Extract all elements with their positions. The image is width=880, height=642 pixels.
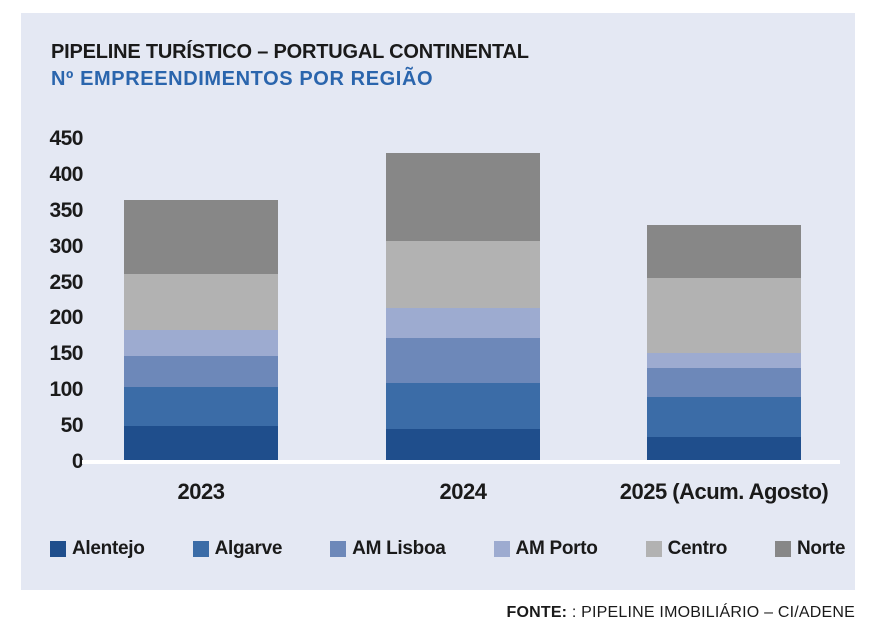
segment-algarve-2023 — [124, 386, 278, 427]
legend-swatch-algarve — [192, 541, 209, 557]
y-tick-150: 150 — [49, 342, 83, 366]
segment-am-lisboa-2023 — [124, 355, 278, 387]
y-tick-50: 50 — [60, 414, 84, 438]
plot-area — [21, 139, 855, 462]
legend-item-alentejo: Alentejo — [50, 538, 145, 560]
source-note: FONTE: : PIPELINE IMOBILIÁRIO – CI/ADENE — [506, 604, 855, 622]
legend-label-alentejo: Alentejo — [72, 538, 145, 559]
legend-item-norte: Norte — [775, 538, 845, 560]
segment-centro-2023 — [124, 273, 278, 330]
segment-am-porto-2024 — [386, 307, 540, 338]
segment-norte-2025-acum-agosto — [647, 225, 801, 278]
y-tick-350: 350 — [49, 198, 83, 222]
legend-item-algarve: Algarve — [192, 538, 283, 560]
legend-label-algarve: Algarve — [214, 538, 283, 559]
y-tick-100: 100 — [49, 378, 83, 402]
segment-centro-2024 — [386, 240, 540, 308]
y-tick-400: 400 — [49, 162, 83, 186]
chart-panel: PIPELINE TURÍSTICO – PORTUGAL CONTINENTA… — [21, 13, 855, 590]
legend-item-centro: Centro — [645, 538, 728, 560]
legend-label-centro: Centro — [667, 538, 728, 559]
legend-swatch-am-porto — [493, 541, 510, 557]
legend-item-am-porto: AM Porto — [493, 538, 598, 560]
segment-alentejo-2025-acum-agosto — [647, 436, 801, 462]
y-tick-0: 0 — [71, 450, 84, 473]
legend-label-norte: Norte — [797, 538, 846, 559]
segment-am-porto-2023 — [124, 329, 278, 356]
source-text: : PIPELINE IMOBILIÁRIO – CI/ADENE — [567, 604, 855, 621]
bar-2023 — [124, 200, 278, 462]
segment-am-lisboa-2024 — [386, 337, 540, 384]
x-label-2025-acum-agosto: 2025 (Acum. Agosto) — [619, 479, 829, 504]
chart-title: PIPELINE TURÍSTICO – PORTUGAL CONTINENTA… — [51, 41, 529, 63]
segment-norte-2023 — [124, 200, 278, 274]
y-tick-300: 300 — [49, 234, 83, 258]
source-label: FONTE: — [506, 604, 568, 621]
legend-swatch-centro — [645, 541, 662, 557]
legend-swatch-norte — [775, 541, 791, 557]
segment-norte-2024 — [386, 153, 540, 241]
bar-2024 — [386, 153, 540, 462]
chart-subtitle: Nº EMPREENDIMENTOS POR REGIÃO — [51, 68, 434, 90]
legend-item-am-lisboa: AM Lisboa — [330, 538, 446, 560]
y-tick-250: 250 — [49, 270, 83, 294]
bar-2025-acum-agosto — [647, 225, 801, 462]
segment-am-porto-2025-acum-agosto — [647, 352, 801, 368]
legend-label-am-porto: AM Porto — [515, 538, 598, 559]
legend-swatch-alentejo — [50, 541, 66, 557]
segment-algarve-2024 — [386, 383, 540, 429]
legend-swatch-am-lisboa — [330, 541, 347, 557]
segment-algarve-2025-acum-agosto — [647, 397, 801, 437]
segment-am-lisboa-2025-acum-agosto — [647, 368, 801, 398]
segment-alentejo-2023 — [124, 426, 278, 462]
y-tick-450: 450 — [49, 127, 83, 150]
legend-label-am-lisboa: AM Lisboa — [352, 538, 446, 559]
segment-alentejo-2024 — [386, 428, 540, 462]
x-axis-line — [82, 460, 840, 464]
segment-centro-2025-acum-agosto — [647, 277, 801, 353]
x-label-2023: 2023 — [177, 479, 225, 504]
legend: Alentejo Algarve AM Lisboa AM Porto Centro No… — [50, 538, 845, 560]
x-label-2024: 2024 — [439, 479, 487, 504]
y-tick-200: 200 — [49, 306, 83, 330]
